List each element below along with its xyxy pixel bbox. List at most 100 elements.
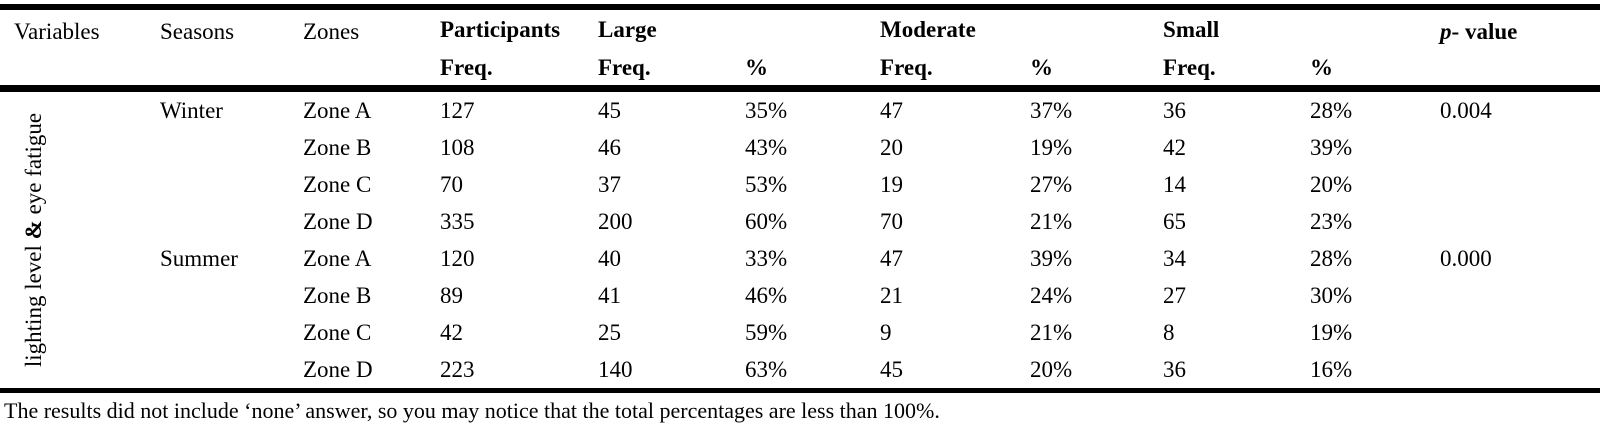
large-pct-cell: 43% xyxy=(745,134,788,160)
table-row: Zone D 223 140 63% 45 20% 36 16% xyxy=(0,351,1600,391)
p-value-italic-p: p xyxy=(1440,19,1452,44)
table-footnote: The results did not include ‘none’ answe… xyxy=(4,398,940,423)
small-pct-cell: 16% xyxy=(1310,356,1353,382)
table-row: lighting level & eye fatigue Winter Zone… xyxy=(0,89,1600,368)
large-freq-cell: 46 xyxy=(598,134,621,160)
season-cell xyxy=(146,314,289,351)
moderate-pct-cell: 20% xyxy=(1030,356,1073,382)
col-header-p-value: p- value xyxy=(1426,7,1600,92)
small-freq-cell: 36 xyxy=(1163,356,1187,382)
variable-group-cell: lighting level & eye fatigue xyxy=(0,89,146,391)
col-header-moderate: Moderate xyxy=(880,17,976,42)
results-table: Variables Seasons Zones Participants Lar… xyxy=(0,4,1600,393)
table-row: Zone B 89 41 46% 21 24% 27 30% xyxy=(0,277,1600,314)
participants-freq-cell: 120 xyxy=(440,245,475,271)
p-value-cell xyxy=(1426,277,1600,314)
large-freq-cell: 37 xyxy=(598,171,621,197)
season-cell xyxy=(146,166,289,203)
p-value-cell xyxy=(1426,203,1600,240)
p-value-cell xyxy=(1426,129,1600,166)
subheader-small-freq: Freq. xyxy=(1149,50,1297,92)
season-cell xyxy=(146,129,289,166)
table-row: Zone B 108 46 43% 20 19% 42 39% xyxy=(0,129,1600,166)
small-pct-cell: 23% xyxy=(1310,208,1353,234)
zone-cell: Zone D xyxy=(303,356,373,382)
season-cell: Winter xyxy=(160,97,223,123)
season-cell xyxy=(146,277,289,314)
col-header-variables: Variables xyxy=(0,7,146,92)
table-row: Summer Zone A 120 40 33% 47 39% 34 28% 0… xyxy=(0,240,1600,277)
zone-cell: Zone C xyxy=(303,171,372,197)
moderate-freq-cell: 45 xyxy=(880,356,904,382)
moderate-freq-cell: 9 xyxy=(880,319,892,345)
large-pct-cell: 59% xyxy=(745,319,788,345)
participants-freq-cell: 127 xyxy=(440,97,475,123)
large-pct-cell: 60% xyxy=(745,208,788,234)
variable-label-pre: lighting level xyxy=(21,239,46,368)
large-pct-cell: 46% xyxy=(745,282,788,308)
zone-cell: Zone D xyxy=(303,208,373,234)
col-header-zones: Zones xyxy=(289,7,426,92)
moderate-freq-cell: 21 xyxy=(880,282,904,308)
subheader-small-pct: % xyxy=(1296,50,1427,92)
small-freq-cell: 8 xyxy=(1163,319,1175,345)
col-header-participants: Participants xyxy=(440,17,561,42)
table-row: Zone C 70 37 53% 19 27% 14 20% xyxy=(0,166,1600,203)
p-value-cell xyxy=(1426,314,1600,351)
large-freq-cell: 45 xyxy=(598,97,621,123)
large-freq-cell: 140 xyxy=(598,356,633,382)
participants-freq-cell: 223 xyxy=(440,356,475,382)
moderate-freq-cell: 19 xyxy=(880,171,904,197)
small-freq-cell: 34 xyxy=(1163,245,1187,271)
subheader-large-freq: Freq. xyxy=(584,50,731,92)
zone-cell: Zone A xyxy=(303,245,372,271)
moderate-pct-cell: 37% xyxy=(1030,97,1073,123)
small-freq-cell: 27 xyxy=(1163,282,1187,308)
large-freq-cell: 25 xyxy=(598,319,621,345)
small-pct-cell: 19% xyxy=(1310,319,1353,345)
p-value-cell xyxy=(1426,351,1600,391)
moderate-pct-cell: 19% xyxy=(1030,134,1073,160)
moderate-pct-cell: 27% xyxy=(1030,171,1073,197)
subheader-moderate-freq: Freq. xyxy=(866,50,1017,92)
small-pct-cell: 28% xyxy=(1310,97,1353,123)
large-pct-cell: 53% xyxy=(745,171,788,197)
moderate-pct-cell: 21% xyxy=(1030,208,1073,234)
participants-freq-cell: 42 xyxy=(440,319,463,345)
p-value-cell: 0.000 xyxy=(1440,245,1492,271)
col-header-large: Large xyxy=(598,17,657,42)
variable-label: lighting level & eye fatigue xyxy=(21,113,47,367)
col-header-seasons: Seasons xyxy=(146,7,289,92)
small-pct-cell: 28% xyxy=(1310,245,1353,271)
zone-cell: Zone A xyxy=(303,97,372,123)
large-freq-cell: 40 xyxy=(598,245,621,271)
table-row: Zone C 42 25 59% 9 21% 8 19% xyxy=(0,314,1600,351)
participants-freq-cell: 335 xyxy=(440,208,475,234)
participants-freq-cell: 70 xyxy=(440,171,463,197)
subheader-large-pct: % xyxy=(731,50,867,92)
table-row: Zone D 335 200 60% 70 21% 65 23% xyxy=(0,203,1600,240)
zone-cell: Zone C xyxy=(303,319,372,345)
moderate-freq-cell: 70 xyxy=(880,208,904,234)
small-freq-cell: 42 xyxy=(1163,134,1187,160)
p-value-rest: - value xyxy=(1451,19,1518,44)
zone-cell: Zone B xyxy=(303,282,372,308)
small-pct-cell: 30% xyxy=(1310,282,1353,308)
subheader-participants-freq: Freq. xyxy=(426,50,584,92)
large-pct-cell: 63% xyxy=(745,356,788,382)
moderate-freq-cell: 47 xyxy=(880,97,904,123)
large-pct-cell: 35% xyxy=(745,97,788,123)
small-freq-cell: 36 xyxy=(1163,97,1187,123)
moderate-pct-cell: 39% xyxy=(1030,245,1073,271)
subheader-moderate-pct: % xyxy=(1016,50,1150,92)
season-cell xyxy=(146,351,289,391)
variable-label-post: eye fatigue xyxy=(21,112,46,221)
large-pct-cell: 33% xyxy=(745,245,788,271)
participants-freq-cell: 89 xyxy=(440,282,463,308)
season-cell: Summer xyxy=(160,245,238,271)
small-freq-cell: 14 xyxy=(1163,171,1187,197)
moderate-freq-cell: 20 xyxy=(880,134,904,160)
p-value-cell xyxy=(1426,166,1600,203)
col-header-small: Small xyxy=(1163,17,1220,42)
